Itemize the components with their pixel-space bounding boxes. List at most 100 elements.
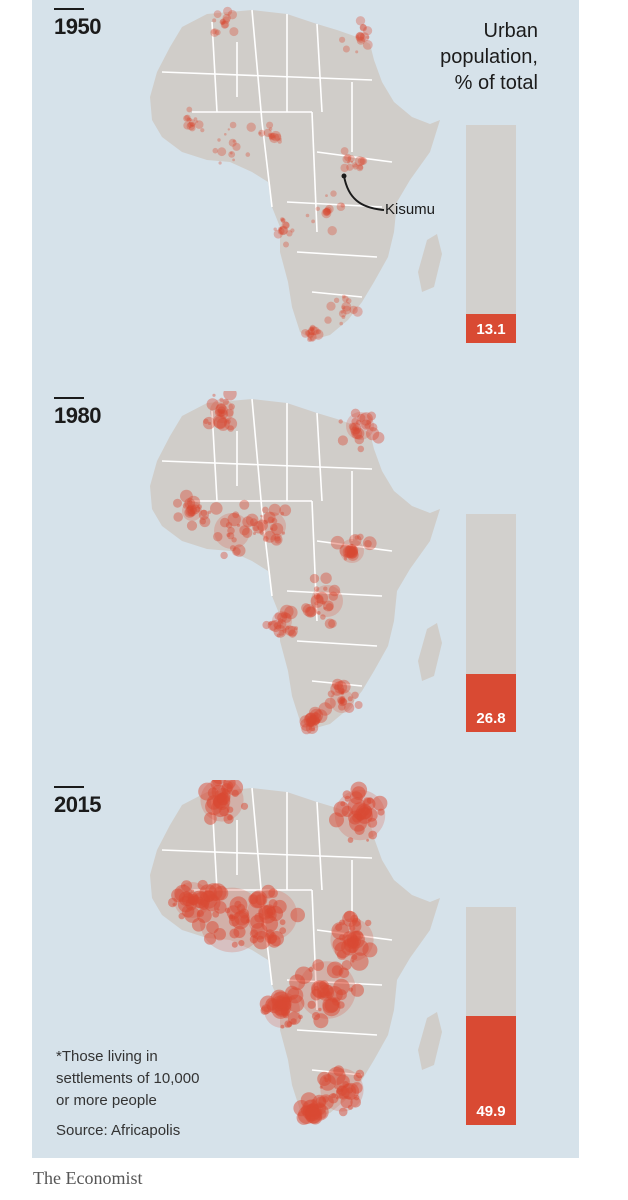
settlement-dot	[367, 411, 376, 421]
settlement-dot	[314, 601, 319, 606]
settlement-dot	[274, 536, 282, 544]
settlement-dot	[260, 1006, 270, 1015]
africa-landmass	[150, 788, 440, 1118]
title-line: Urban	[483, 20, 538, 42]
settlement-dot	[363, 797, 372, 806]
metro-area-circle	[346, 412, 374, 440]
settlement-dot	[279, 927, 287, 934]
settlement-dot	[338, 1093, 344, 1099]
settlement-dot	[339, 699, 344, 704]
settlement-dot	[372, 431, 385, 444]
settlement-dot	[229, 27, 239, 37]
settlement-dot	[364, 540, 372, 548]
settlement-dot	[268, 888, 278, 898]
settlement-dot	[327, 690, 335, 698]
settlement-dot	[346, 1087, 353, 1094]
settlement-dot	[341, 692, 344, 696]
country-border	[161, 71, 373, 81]
metro-area-circle	[199, 887, 265, 953]
settlement-dot	[278, 137, 282, 141]
settlement-dot	[195, 506, 201, 513]
settlement-dot	[334, 684, 340, 690]
settlement-dot	[313, 709, 328, 723]
settlement-dot	[198, 509, 209, 520]
settlement-dot	[207, 787, 219, 799]
settlement-dot	[311, 326, 320, 336]
settlement-dot	[227, 425, 234, 432]
settlement-dot	[210, 28, 219, 37]
settlement-dot	[212, 147, 219, 154]
settlement-dot	[280, 217, 286, 223]
settlement-dot	[239, 499, 250, 510]
settlement-dot	[318, 1007, 322, 1012]
settlement-dot	[342, 790, 352, 799]
settlement-dot	[171, 888, 185, 903]
settlement-dot	[298, 1014, 303, 1020]
settlement-dot	[351, 428, 363, 439]
settlement-dot	[323, 586, 328, 591]
settlement-dot	[348, 945, 357, 954]
settlement-dot	[226, 806, 234, 813]
settlement-dot	[200, 509, 208, 517]
settlement-dot	[207, 510, 212, 514]
settlement-dot	[278, 629, 285, 636]
settlement-dot	[283, 241, 289, 248]
settlement-dot	[187, 495, 201, 509]
settlement-dot	[308, 725, 315, 732]
settlement-dot	[187, 508, 196, 517]
settlement-dot	[227, 10, 237, 20]
settlement-dot	[213, 532, 223, 542]
settlement-dot	[188, 500, 193, 505]
settlement-dot	[336, 679, 351, 694]
metro-area-circle	[320, 1068, 364, 1112]
settlement-dot	[268, 132, 277, 141]
settlement-dot	[320, 572, 332, 584]
settlement-dot	[318, 702, 333, 716]
settlement-dot	[233, 544, 246, 557]
year-label-2015: 2015	[54, 792, 101, 817]
settlement-dot	[274, 612, 282, 620]
settlement-dot	[277, 619, 287, 629]
settlement-dot	[354, 701, 363, 709]
bar-fill-1950	[466, 314, 516, 343]
settlement-dot	[226, 533, 231, 537]
settlement-dot	[217, 406, 226, 415]
settlement-dot	[282, 221, 290, 229]
settlement-dot	[220, 21, 225, 25]
settlement-dot	[339, 919, 346, 926]
settlement-dot	[340, 147, 349, 155]
metro-area-circle	[200, 780, 244, 822]
metro-area-circle	[182, 501, 202, 521]
settlement-dot	[227, 128, 230, 131]
settlement-dot	[259, 530, 264, 535]
settlement-dot	[350, 160, 354, 164]
settlement-dot	[239, 908, 250, 919]
settlement-dot	[252, 521, 265, 534]
settlement-dot	[305, 712, 317, 724]
settlement-dot	[354, 427, 358, 431]
settlement-dot	[186, 106, 193, 113]
settlement-dot	[187, 122, 194, 128]
settlement-dot	[277, 612, 288, 623]
settlement-dot	[186, 117, 192, 123]
settlement-dot	[340, 698, 348, 706]
settlement-dot	[313, 711, 319, 717]
year-rule	[54, 786, 84, 788]
settlement-dot	[196, 909, 204, 918]
settlement-dot	[219, 397, 224, 402]
settlement-dot	[228, 151, 236, 158]
settlement-dot	[359, 23, 367, 31]
settlement-dot	[199, 518, 206, 525]
country-border	[316, 23, 323, 113]
settlement-dot	[307, 328, 315, 336]
settlement-dot	[307, 1000, 316, 1009]
settlement-dot	[361, 806, 371, 816]
settlement-dot	[338, 419, 343, 424]
settlement-dot	[218, 161, 222, 165]
settlement-dot	[274, 133, 282, 141]
settlement-dot	[194, 120, 204, 129]
madagascar	[418, 1012, 442, 1070]
settlement-dot	[326, 301, 336, 311]
country-border	[316, 412, 323, 502]
settlement-dot	[189, 508, 194, 512]
